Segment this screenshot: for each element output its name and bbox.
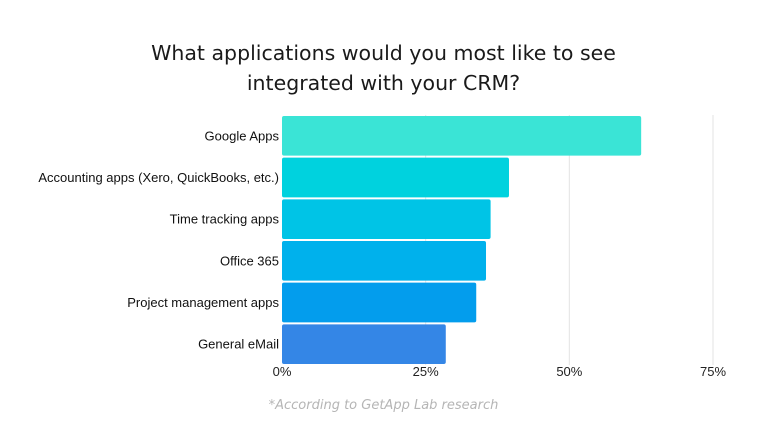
category-label: General eMail <box>198 337 279 352</box>
bar-3 <box>282 199 491 239</box>
bar-2 <box>282 157 509 198</box>
bar-5 <box>282 282 477 323</box>
x-tick-labels: 0% 25% 50% 75% <box>273 364 727 379</box>
x-tick-label: 25% <box>413 364 439 379</box>
x-tick-label: 0% <box>273 364 292 379</box>
bars <box>282 116 642 364</box>
gridlines <box>425 115 714 365</box>
bar-4 <box>282 241 487 281</box>
x-tick-label: 75% <box>700 364 726 379</box>
category-label: Accounting apps (Xero, QuickBooks, etc.) <box>38 170 279 185</box>
bar-6 <box>282 324 446 364</box>
category-label: Project management apps <box>127 295 279 310</box>
chart-title: What applications would you most like to… <box>151 41 616 95</box>
bar-1 <box>282 116 642 156</box>
category-labels: Google Apps Accounting apps (Xero, QuickB… <box>38 128 279 351</box>
category-label: Google Apps <box>205 128 280 143</box>
category-label: Office 365 <box>220 253 279 268</box>
x-tick-label: 50% <box>556 364 582 379</box>
category-label: Time tracking apps <box>170 212 280 227</box>
footnote: *According to GetApp Lab research <box>268 398 499 413</box>
